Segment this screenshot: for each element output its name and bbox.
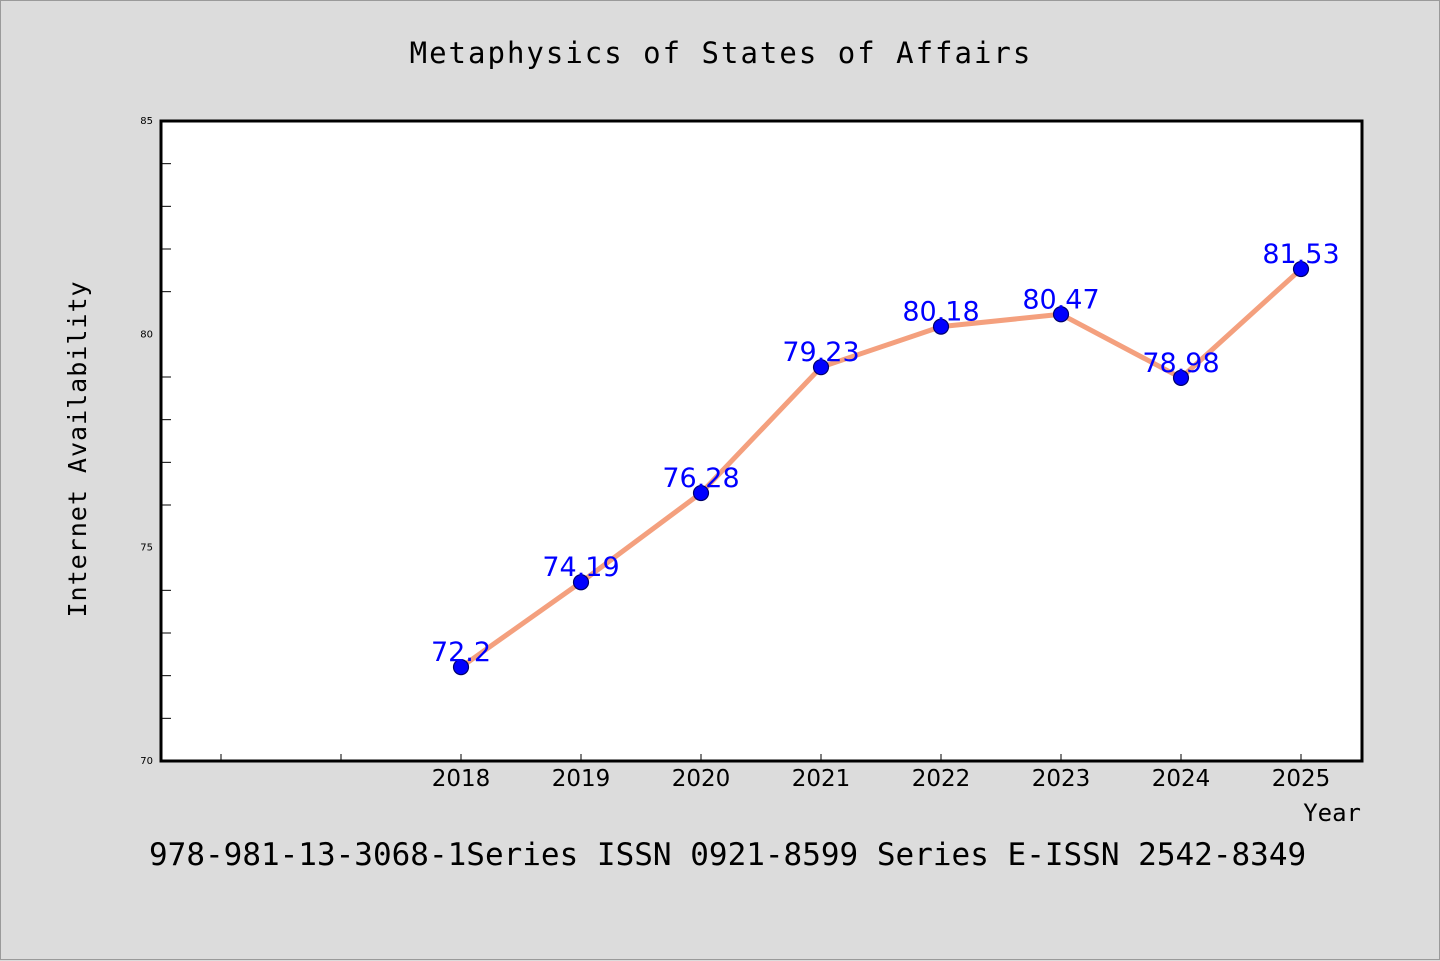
x-tick-label: 2025 [1272,766,1331,792]
data-point [572,574,590,591]
x-tick-label: 2020 [672,766,731,792]
y-tick-label: 85 [140,116,153,127]
x-tick-label: 2023 [1032,766,1091,792]
x-tick-label: 2024 [1152,766,1211,792]
x-axis-label: Year [1303,799,1361,827]
data-point [692,484,710,502]
data-markers [452,260,1310,676]
data-labels: 72.2 74.19 76.28 79.23 80.18 80.47 78.98 81.53 [431,239,1340,668]
x-tick-label: 2018 [432,766,491,792]
y-tick-label: 75 [140,543,153,554]
x-tick-label: 2022 [912,766,971,792]
chart-caption: 978-981-13-3068-1Series ISSN 0921-8599 S… [149,837,1306,873]
series-line [458,266,1304,670]
chart-title: Metaphysics of States of Affairs [410,36,1033,70]
data-label: 72.2 [431,637,491,668]
data-label: 79.23 [782,337,859,368]
y-axis-label: Internet Availability [63,280,92,617]
data-label: 74.19 [542,552,619,583]
data-label: 78.98 [1142,348,1219,379]
data-point [812,359,830,376]
data-label: 80.47 [1022,284,1099,315]
data-label: 76.28 [662,463,739,494]
data-point [1052,306,1070,323]
data-point [1292,260,1310,278]
data-label: 81.53 [1262,239,1339,270]
x-tick-label: 2019 [552,766,611,792]
y-tick-label: 80 [140,329,153,340]
x-axis: 2018 2019 2020 2021 2022 2023 2024 2025 [220,754,1331,792]
data-point [932,318,950,335]
data-point [1172,369,1190,386]
data-label: 80.18 [902,297,979,328]
x-tick-label: 2021 [792,766,851,792]
data-point [452,659,470,676]
plot-area [159,119,1364,763]
y-axis: 70 75 80 85 [140,116,171,767]
y-tick-label: 70 [140,756,153,767]
